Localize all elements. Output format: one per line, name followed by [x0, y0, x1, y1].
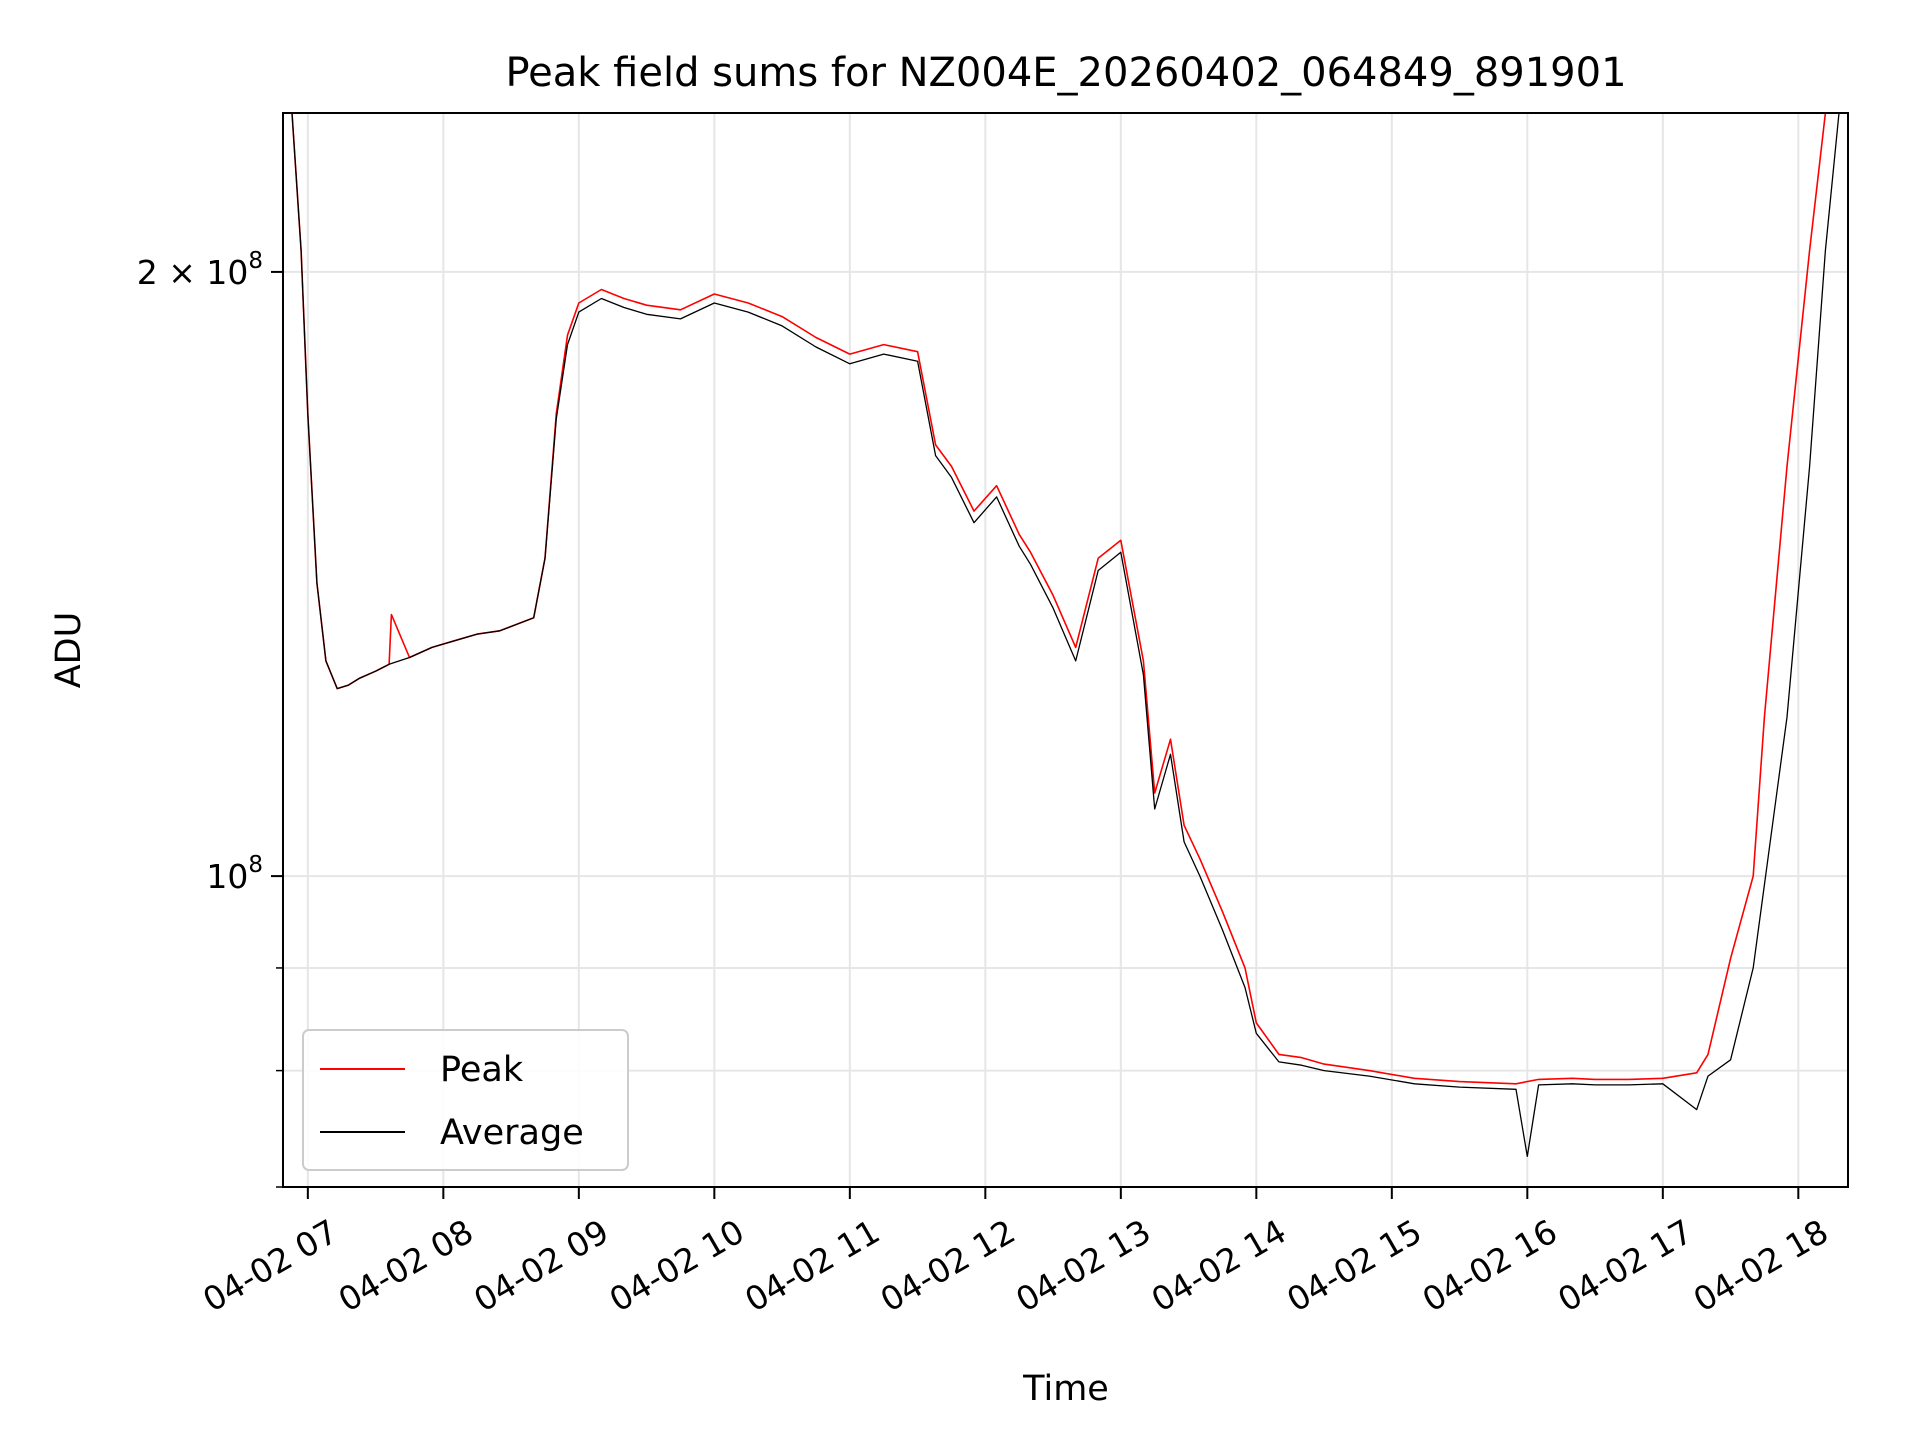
y-tick-label: 108 [206, 852, 263, 896]
y-tick-label: 2 × 108 [137, 248, 263, 292]
y-axis-label: ADU [49, 612, 89, 689]
x-axis-label: Time [1022, 1369, 1109, 1409]
plot-lines [291, 113, 1848, 1158]
chart-title: Peak field sums for NZ004E_20260402_0648… [505, 50, 1626, 96]
legend-label-peak: Peak [440, 1050, 524, 1090]
plot-frame [282, 112, 1849, 1188]
y-axis-ticks: 108 2 × 108 [137, 248, 283, 1188]
series-line-average [291, 113, 1848, 1158]
legend-label-average: Average [440, 1113, 584, 1153]
legend: Peak Average [302, 1029, 629, 1171]
legend-box [302, 1029, 629, 1171]
gridlines [283, 113, 1848, 1188]
